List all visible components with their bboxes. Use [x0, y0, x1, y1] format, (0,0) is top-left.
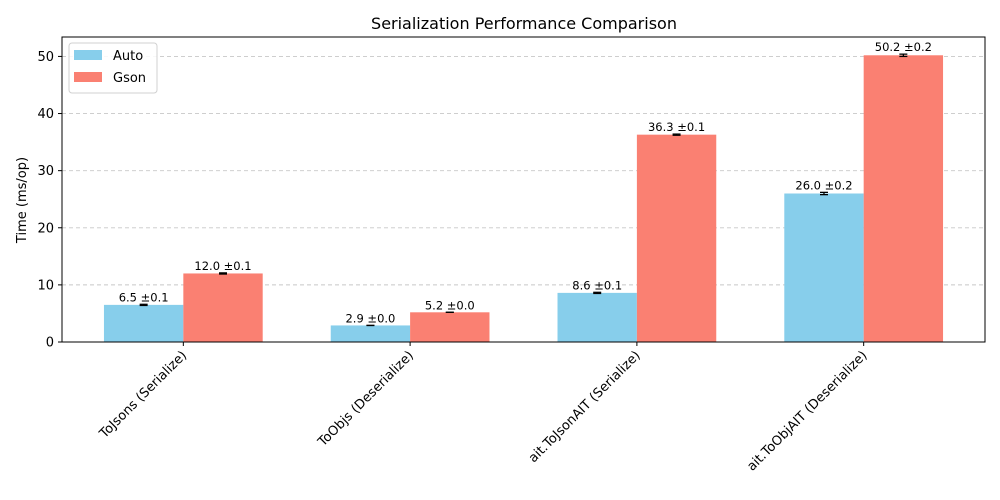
- bar-gson: [410, 312, 490, 342]
- y-tick-label: 10: [37, 278, 54, 293]
- y-tick-label: 50: [37, 50, 54, 65]
- bar-auto: [103, 304, 184, 342]
- data-label: 36.3 ±0.1: [648, 120, 705, 134]
- bar-gson: [636, 134, 717, 342]
- x-tick-label: ait.ToObjAIT (Deserialize): [744, 348, 870, 474]
- data-labels-layer: 6.5 ±0.1 2.9 ±0.0 8.6 ±0.1 26.0 ±0.2 12.0 ±0…: [119, 40, 932, 325]
- y-tick-label: 40: [37, 107, 54, 122]
- data-label: 2.9 ±0.0: [345, 311, 395, 325]
- legend: Auto Gson: [68, 42, 158, 94]
- x-tick-label: ToJsons (Serialize): [96, 348, 190, 442]
- data-label: 5.2 ±0.0: [425, 298, 475, 312]
- legend-swatch-gson: [74, 72, 102, 82]
- data-label: 26.0 ±0.2: [795, 178, 852, 192]
- x-tick-label: ToObjs (Deserialize): [315, 348, 417, 450]
- y-tick-label: 30: [37, 164, 54, 179]
- bar-auto: [557, 292, 637, 342]
- legend-swatch-auto: [74, 50, 102, 60]
- bars-layer: [103, 55, 944, 342]
- y-tick-label: 20: [37, 221, 54, 236]
- bar-auto: [330, 325, 411, 342]
- data-label: 6.5 ±0.1: [119, 290, 169, 304]
- data-label: 12.0 ±0.1: [194, 259, 251, 273]
- bar-auto: [784, 193, 864, 342]
- bar-gson: [863, 55, 944, 342]
- legend-label-gson: Gson: [113, 71, 146, 86]
- x-tick-label: ait.ToJsonAIT (Serialize): [526, 348, 644, 466]
- chart-title: Serialization Performance Comparison: [371, 14, 677, 33]
- y-axis-label: Time (ms/op): [15, 157, 30, 244]
- y-tick-label: 0: [46, 336, 54, 351]
- bar-gson: [183, 273, 263, 342]
- error-bars-layer: [139, 53, 908, 327]
- legend-label-auto: Auto: [113, 49, 143, 64]
- data-label: 8.6 ±0.1: [572, 278, 622, 292]
- plot-frame: [61, 36, 986, 343]
- data-label: 50.2 ±0.2: [875, 40, 932, 54]
